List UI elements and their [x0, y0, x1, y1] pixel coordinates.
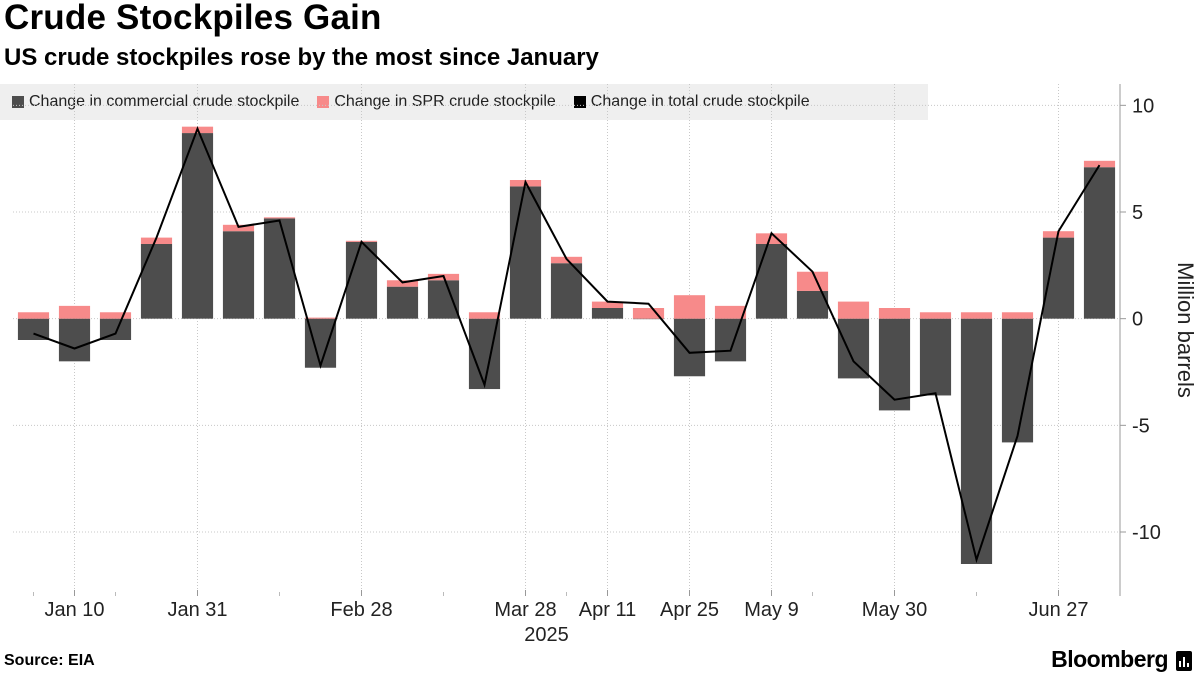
legend-label-spr: Change in SPR crude stockpile — [334, 93, 556, 110]
bar-spr — [140, 237, 173, 244]
line-total — [33, 126, 1101, 564]
bar-commercial — [181, 133, 214, 319]
bar-spr — [919, 312, 952, 319]
bar-spr — [878, 308, 911, 319]
bar-commercial — [1083, 167, 1116, 319]
y-tick-label: 5 — [1132, 202, 1143, 224]
x-year-label: 2025 — [524, 624, 569, 646]
bar-spr — [468, 312, 501, 319]
bar-spr — [304, 317, 337, 319]
legend-swatch-spr — [317, 96, 330, 108]
bloomberg-logo: Bloomberg — [1051, 646, 1168, 672]
bar-commercial — [99, 318, 132, 340]
bar-commercial — [755, 244, 788, 319]
bar-commercial — [837, 318, 870, 379]
bar-commercial — [58, 318, 91, 362]
x-tick-label: Mar 28 — [494, 599, 556, 621]
legend-label-commercial: Change in commercial crude stockpile — [29, 93, 300, 110]
bar-commercial — [140, 244, 173, 319]
bar-commercial — [591, 308, 624, 319]
legend-swatch-total — [573, 96, 586, 108]
bar-commercial — [673, 318, 706, 377]
bar-commercial — [263, 218, 296, 319]
y-tick-label: 0 — [1132, 309, 1143, 331]
bar-spr — [17, 312, 50, 319]
bar-commercial — [632, 318, 665, 320]
legend-item-spr: Change in SPR crude stockpile — [317, 93, 556, 111]
x-tick-label: May 30 — [862, 599, 928, 621]
bar-commercial — [17, 318, 50, 340]
bar-spr — [714, 305, 747, 319]
bar-commercial — [878, 318, 911, 411]
chart-title: Crude Stockpiles Gain — [4, 0, 382, 37]
bar-commercial — [386, 286, 419, 319]
y-tick-label: -5 — [1132, 415, 1150, 437]
x-tick-label: Jun 27 — [1028, 599, 1088, 621]
bar-commercial — [427, 280, 460, 319]
bar-commercial — [550, 263, 583, 319]
bar-commercial — [1042, 237, 1075, 319]
x-tick-label: Feb 28 — [330, 599, 392, 621]
y-tick-label: 10 — [1132, 95, 1154, 117]
source-note: Source: EIA — [4, 652, 95, 669]
bloomberg-bars-icon — [1176, 651, 1192, 671]
legend-item-commercial: Change in commercial crude stockpile — [12, 93, 299, 111]
x-tick-label: May 9 — [744, 599, 798, 621]
bar-spr — [1001, 312, 1034, 319]
y-axis-title: Million barrels — [1173, 262, 1198, 398]
bar-spr — [222, 224, 255, 232]
bar-spr — [796, 271, 829, 291]
bar-spr — [673, 295, 706, 319]
legend-swatch-commercial — [12, 96, 24, 108]
bar-commercial — [222, 231, 255, 319]
x-tick-label: Jan 31 — [167, 599, 227, 621]
bar-spr — [837, 301, 870, 319]
bar-commercial — [960, 318, 993, 564]
bar-commercial — [919, 318, 952, 396]
bar-commercial — [714, 318, 747, 362]
bar-spr — [632, 308, 665, 319]
bar-spr — [263, 217, 296, 219]
bar-spr — [960, 312, 993, 319]
x-tick-label: Apr 11 — [579, 599, 636, 621]
bar-spr — [1083, 160, 1116, 168]
y-tick-label: -10 — [1132, 522, 1161, 544]
bar-commercial — [509, 186, 542, 319]
bar-spr — [99, 312, 132, 319]
bar-spr — [591, 301, 624, 308]
x-tick-label: Jan 10 — [44, 599, 104, 621]
bar-spr — [755, 233, 788, 244]
bar-commercial — [345, 241, 378, 319]
legend: Change in commercial crude stockpile Cha… — [0, 84, 928, 120]
bar-spr — [386, 280, 419, 287]
x-tick-label: Apr 25 — [660, 599, 719, 621]
bar-spr — [58, 305, 91, 319]
chart-subtitle: US crude stockpiles rose by the most sin… — [4, 44, 599, 71]
